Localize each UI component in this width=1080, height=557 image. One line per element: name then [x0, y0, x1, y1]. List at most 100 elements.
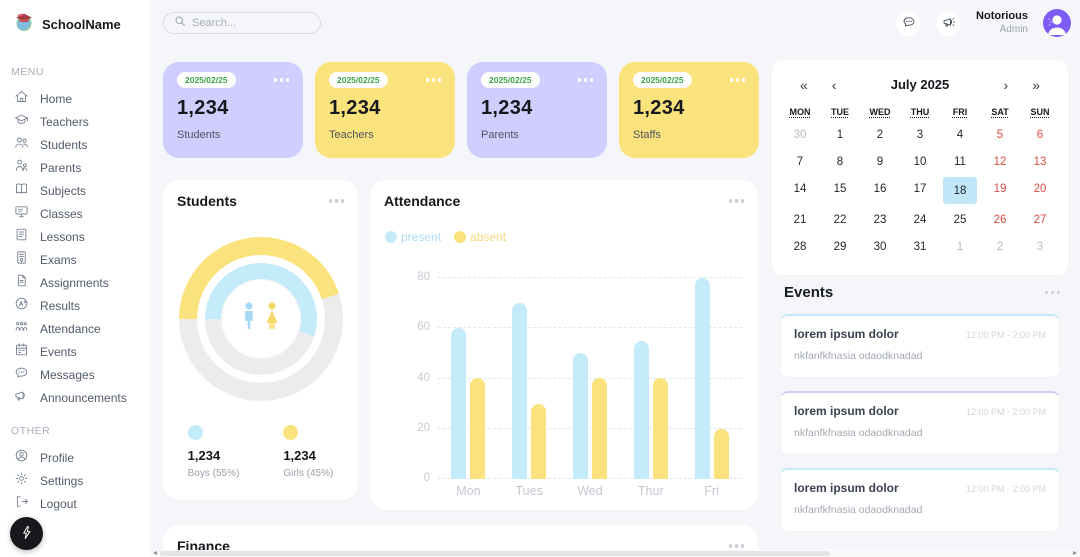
calendar-day[interactable]: 20: [1033, 182, 1047, 195]
present-bar[interactable]: [512, 303, 528, 479]
sidebar-item-classes[interactable]: Classes: [0, 202, 150, 225]
absent-bar[interactable]: [591, 378, 607, 479]
girl-icon: [262, 301, 282, 337]
events-menu-dots[interactable]: [1044, 290, 1060, 295]
absent-bar[interactable]: [531, 404, 547, 479]
calendar-day[interactable]: 3: [916, 128, 924, 141]
sidebar-item-label: Students: [40, 137, 88, 152]
sidebar-item-exams[interactable]: Exams: [0, 248, 150, 271]
calendar-day[interactable]: 17: [913, 182, 927, 195]
sidebar-item-messages[interactable]: Messages: [0, 363, 150, 386]
sidebar-item-students[interactable]: Students: [0, 133, 150, 156]
calendar-day[interactable]: 19: [993, 182, 1007, 195]
calendar-day[interactable]: 21: [793, 213, 807, 226]
search-box[interactable]: [163, 12, 321, 34]
calendar-day[interactable]: 1: [956, 240, 964, 253]
calendar-day[interactable]: 1: [836, 128, 844, 141]
present-bar[interactable]: [572, 353, 588, 479]
stat-label: Parents: [481, 129, 519, 141]
event-card[interactable]: lorem ipsum dolor 12:00 PM - 2:00 PM nkfan…: [780, 468, 1060, 532]
calendar-day[interactable]: 2: [876, 128, 884, 141]
calendar-day[interactable]: 8: [836, 155, 844, 168]
absent-bar[interactable]: [713, 429, 729, 479]
sidebar-item-settings[interactable]: Settings: [0, 469, 150, 492]
devtools-button[interactable]: [10, 517, 43, 550]
calendar-day[interactable]: 12: [993, 155, 1007, 168]
present-bar[interactable]: [694, 278, 710, 479]
calendar-day[interactable]: 9: [876, 155, 884, 168]
girls-legend-item: 1,234 Girls (45%): [283, 425, 333, 479]
event-card[interactable]: lorem ipsum dolor 12:00 PM - 2:00 PM nkfan…: [780, 391, 1060, 455]
app-logo[interactable]: SchoolName: [0, 0, 150, 38]
calendar-day[interactable]: 28: [793, 240, 807, 253]
sidebar-item-logout[interactable]: Logout: [0, 492, 150, 515]
finance-card-menu-dots[interactable]: [728, 544, 744, 548]
calendar-day[interactable]: 4: [956, 128, 964, 141]
sidebar-item-lessons[interactable]: Lessons: [0, 225, 150, 248]
sidebar-item-announcements[interactable]: Announcements: [0, 386, 150, 409]
x-tick-label: Tues: [515, 484, 543, 498]
sidebar-item-teachers[interactable]: Teachers: [0, 110, 150, 133]
assignments-icon: [14, 273, 29, 293]
user-avatar[interactable]: [1043, 9, 1071, 37]
calendar-day[interactable]: 15: [833, 182, 847, 195]
sidebar-item-attendance[interactable]: Attendance: [0, 317, 150, 340]
calendar-day[interactable]: 27: [1033, 213, 1047, 226]
stat-card-menu-dots[interactable]: [425, 78, 441, 82]
scroll-right-arrow-icon[interactable]: [1073, 551, 1077, 555]
messages-button[interactable]: [896, 10, 922, 36]
absent-bar[interactable]: [652, 378, 668, 479]
attendance-card-menu-dots[interactable]: [728, 199, 744, 203]
sidebar-item-subjects[interactable]: Subjects: [0, 179, 150, 202]
calendar-day[interactable]: 31: [913, 240, 927, 253]
user-role: Admin: [999, 23, 1028, 35]
sidebar-item-results[interactable]: Results: [0, 294, 150, 317]
weekday-label: WED: [869, 107, 891, 117]
absent-bar[interactable]: [470, 378, 486, 479]
scrollbar-thumb[interactable]: [160, 551, 830, 556]
calendar-day[interactable]: 13: [1033, 155, 1047, 168]
calendar-month-title[interactable]: July 2025: [890, 77, 950, 92]
students-card-menu-dots[interactable]: [328, 199, 344, 203]
scroll-left-arrow-icon[interactable]: [153, 551, 157, 555]
sidebar-item-home[interactable]: Home: [0, 87, 150, 110]
announcements-button[interactable]: [936, 10, 962, 36]
calendar-day[interactable]: 14: [793, 182, 807, 195]
event-card[interactable]: lorem ipsum dolor 12:00 PM - 2:00 PM nkfan…: [780, 314, 1060, 378]
calendar-day[interactable]: 30: [873, 240, 887, 253]
attendance-legend: present absent: [385, 230, 506, 244]
present-bar[interactable]: [451, 328, 467, 479]
calendar-prev-month-button[interactable]: ‹: [828, 78, 841, 92]
calendar-day[interactable]: 5: [996, 128, 1004, 141]
search-input[interactable]: [192, 17, 302, 29]
stat-card-menu-dots[interactable]: [577, 78, 593, 82]
stat-card-menu-dots[interactable]: [273, 78, 289, 82]
calendar-day[interactable]: 6: [1036, 128, 1044, 141]
calendar-day[interactable]: 3: [1036, 240, 1044, 253]
sidebar-item-parents[interactable]: Parents: [0, 156, 150, 179]
calendar-day[interactable]: 22: [833, 213, 847, 226]
calendar-prev-year-button[interactable]: «: [796, 78, 812, 92]
calendar-next-month-button[interactable]: ›: [1000, 78, 1013, 92]
calendar-day-selected[interactable]: 18: [943, 177, 977, 204]
calendar-day[interactable]: 23: [873, 213, 887, 226]
horizontal-scrollbar[interactable]: [150, 550, 1080, 557]
calendar-day[interactable]: 7: [796, 155, 804, 168]
calendar-day[interactable]: 16: [873, 182, 887, 195]
sidebar-item-events[interactable]: Events: [0, 340, 150, 363]
calendar-day[interactable]: 10: [913, 155, 927, 168]
present-bar[interactable]: [633, 341, 649, 479]
calendar-day[interactable]: 29: [833, 240, 847, 253]
stat-card-menu-dots[interactable]: [729, 78, 745, 82]
calendar-day[interactable]: 26: [993, 213, 1007, 226]
stat-date-badge: 2025/02/25: [329, 72, 388, 88]
calendar-day[interactable]: 25: [953, 213, 967, 226]
calendar-day[interactable]: 2: [996, 240, 1004, 253]
calendar-day[interactable]: 24: [913, 213, 927, 226]
calendar-next-year-button[interactable]: »: [1028, 78, 1044, 92]
calendar-day[interactable]: 11: [954, 155, 966, 168]
calendar-day[interactable]: 30: [793, 128, 807, 141]
sidebar-item-profile[interactable]: Profile: [0, 446, 150, 469]
sidebar-item-assignments[interactable]: Assignments: [0, 271, 150, 294]
calendar-nav: « ‹ July 2025 › »: [772, 60, 1068, 92]
